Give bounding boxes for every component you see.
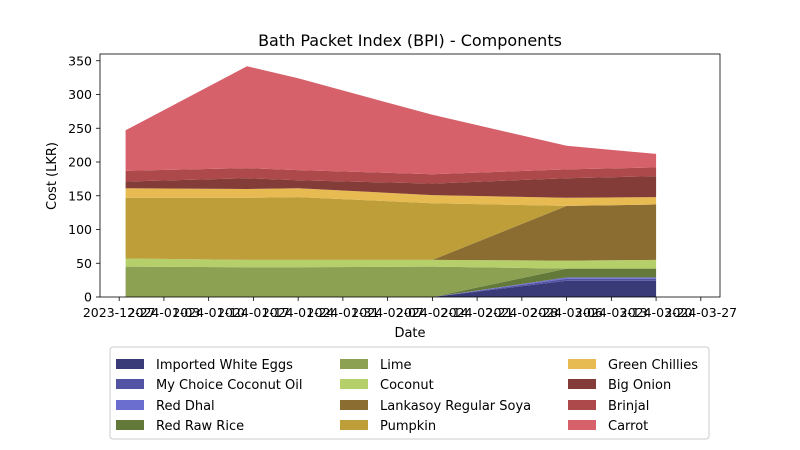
plot-frame [99,53,721,298]
x-tick-label: 2024-02-07 [351,305,424,320]
legend-label: Lime [380,358,412,373]
legend-label: Pumpkin [380,419,436,434]
area-green-chillies [125,188,657,206]
y-tick-label: 350 [68,53,92,68]
area-brinjal [125,167,657,184]
area-lime [125,266,657,297]
y-axis-label: Cost (LKR) [45,142,60,210]
y-tick-label: 150 [68,188,92,203]
area-big-onion [125,176,657,198]
legend-item: Imported White Eggs [116,358,293,373]
area-red-raw-rice [125,268,657,297]
x-tick-label: 2024-01-03 [128,305,201,320]
legend: Imported White Eggs My Choice Coconut Oil… [116,358,698,434]
legend-item: Brinjal [568,399,649,414]
legend-swatch [340,400,368,410]
legend-swatch [340,420,368,430]
area-coconut [125,258,657,269]
legend-item: My Choice Coconut Oil [116,378,303,393]
area-my-choice-coconut-oil [125,278,657,297]
legend-label: Brinjal [608,399,649,414]
area-lankasoy-regular-soya [125,204,657,261]
legend-swatch [568,379,596,389]
legend-swatch [116,420,144,430]
x-tick-label: 2024-01-31 [307,305,380,320]
x-tick-label: 2023-12-27 [83,305,156,320]
x-tick-label: 2024-01-17 [217,305,290,320]
x-tick-label: 2024-01-24 [262,305,335,320]
legend-label: Lankasoy Regular Soya [380,399,531,414]
area-layers [125,66,657,297]
area-carrot [125,66,657,175]
legend-item: Coconut [340,378,434,393]
y-tick-label: 0 [84,290,92,305]
legend-label: Coconut [380,378,434,393]
x-axis: 2023-12-272024-01-032024-01-102024-01-17… [83,297,737,320]
area-imported-white-eggs [125,280,657,297]
legend-item: Big Onion [568,378,671,393]
x-tick-label: 2024-02-28 [486,305,559,320]
legend-item: Pumpkin [340,419,436,434]
chart-title: Bath Packet Index (BPI) - Components [258,31,562,50]
legend-label: Red Dhal [156,399,215,414]
legend-item: Red Raw Rice [116,419,244,434]
x-tick-label: 2024-02-14 [396,305,469,320]
legend-label: Carrot [608,419,648,434]
legend-item: Lankasoy Regular Soya [340,399,531,414]
y-tick-label: 50 [76,256,92,271]
legend-swatch [116,359,144,369]
legend-label: Red Raw Rice [156,419,244,434]
legend-item: Carrot [568,419,648,434]
y-axis: 0 50 100 150 200 250 300 350 [68,53,100,305]
x-tick-label: 2024-03-13 [575,305,648,320]
y-tick-label: 100 [68,222,92,237]
x-tick-label: 2024-03-27 [664,305,737,320]
legend-swatch [568,400,596,410]
legend-item: Red Dhal [116,399,215,414]
legend-label: My Choice Coconut Oil [156,378,303,393]
y-tick-label: 200 [68,155,92,170]
legend-swatch [568,359,596,369]
legend-item: Green Chillies [568,358,698,373]
x-tick-label: 2024-01-10 [172,305,245,320]
area-pumpkin [125,197,657,260]
x-tick-label: 2024-03-06 [530,305,603,320]
x-tick-label: 2024-03-20 [620,305,693,320]
legend-label: Green Chillies [608,358,698,373]
legend-swatch [116,400,144,410]
x-axis-label: Date [394,326,425,341]
legend-frame [109,346,710,440]
legend-swatch [116,379,144,389]
x-tick-label: 2024-02-21 [441,305,514,320]
legend-swatch [568,420,596,430]
y-tick-label: 250 [68,121,92,136]
legend-label: Imported White Eggs [156,358,293,373]
legend-swatch [340,379,368,389]
legend-swatch [340,359,368,369]
legend-item: Lime [340,358,412,373]
y-tick-label: 300 [68,87,92,102]
legend-label: Big Onion [608,378,671,393]
